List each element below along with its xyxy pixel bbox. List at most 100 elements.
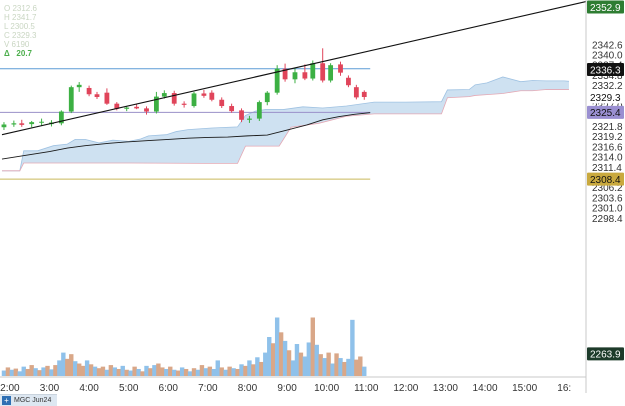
candle-body-36: [338, 64, 343, 73]
candle-body-37: [346, 77, 351, 86]
candlesticks: [1, 48, 367, 130]
volume-bar-64: [255, 357, 260, 376]
close-value: C 2329.3: [4, 31, 37, 40]
candle-body-31: [292, 72, 298, 80]
delta-icon: Δ: [4, 49, 10, 58]
volume-bar-47: [187, 371, 193, 376]
volume-bar-38: [152, 365, 157, 376]
trendline[interactable]: [1, 1, 587, 136]
candle-body-19: [181, 103, 187, 105]
volume-bar-25: [100, 366, 106, 376]
candle-body-7: [68, 87, 74, 112]
candle-body-17: [161, 93, 167, 97]
volume-bar-80: [318, 354, 323, 376]
x-tick-label-2: 4:00: [79, 383, 99, 394]
plot-background: [0, 0, 586, 377]
candle-7: [68, 85, 74, 114]
high-value: H 2341.7: [4, 13, 37, 22]
volume-bar-24: [96, 368, 102, 376]
volume-bar-46: [183, 368, 189, 376]
y-tick-label-14: 2306.2: [592, 183, 623, 194]
volume-bar-49: [195, 369, 201, 376]
candle-9: [86, 85, 92, 97]
x-tick-label-13: 15:00: [512, 383, 537, 394]
volume-bar-60: [239, 364, 244, 376]
y-tick-label-4: 2332.2: [592, 81, 623, 92]
ichimoku-cloud: [1, 76, 570, 172]
volume-bar-77: [306, 342, 312, 376]
add-symbol-icon[interactable]: +: [2, 396, 11, 405]
volume-bar-83: [330, 363, 335, 376]
volume-bar-0: [1, 370, 7, 376]
volume-bar-14: [57, 360, 62, 376]
y-tick-label-0: 2342.6: [592, 40, 623, 51]
volume-bar-84: [334, 353, 339, 376]
price-tag-bg-1: [587, 63, 624, 77]
volume-bar-56: [223, 369, 228, 376]
candle-body-28: [264, 92, 270, 103]
x-tick-label-3: 5:00: [119, 383, 139, 394]
volume-bar-44: [175, 370, 181, 376]
candle-body-12: [114, 103, 120, 109]
candle-3: [29, 120, 35, 128]
volume-bar-63: [251, 364, 256, 376]
volume-bar-67: [267, 337, 272, 376]
candle-14: [134, 104, 140, 110]
candle-body-22: [209, 92, 215, 100]
volume-bar-13: [53, 365, 58, 376]
y-tick-label-1: 2340.0: [592, 50, 623, 61]
volume-bar-61: [243, 365, 248, 376]
volume-bar-8: [33, 368, 38, 376]
x-tick-label-7: 9:00: [277, 383, 297, 394]
volume-bar-18: [73, 361, 78, 376]
volume-bar-33: [132, 366, 137, 376]
candle-20: [191, 91, 197, 108]
price-tag-3: 2325.4: [587, 105, 624, 119]
symbol-tab[interactable]: + MGC Jun24: [0, 394, 58, 406]
volume-bar-55: [219, 367, 224, 376]
volume-bar-22: [88, 364, 94, 376]
volume-bar-62: [247, 360, 252, 376]
y-tick-label-9: 2319.2: [592, 132, 623, 143]
candle-body-39: [361, 91, 367, 97]
volume-bar-17: [69, 354, 74, 376]
volume-bar-31: [124, 369, 129, 376]
volume-bar-43: [172, 369, 177, 376]
volume-bar-2: [9, 369, 15, 376]
price-tag-4: 2308.4: [587, 172, 624, 186]
candle-28: [264, 91, 270, 106]
volume-bar-19: [76, 363, 82, 376]
time-axis[interactable]: 2:00 3:00 4:00 5:00 6:00 7:00 8:00 9:00 10:00 11:…: [0, 383, 571, 394]
y-tick-label-8: 2321.8: [592, 122, 623, 133]
price-tag-bg-4: [587, 172, 624, 186]
price-tag-5: 2263.9: [587, 347, 624, 361]
candle-body-6: [58, 111, 64, 124]
volume-bar-90: [358, 356, 363, 376]
candle-15: [144, 106, 149, 115]
volume-bar-87: [346, 358, 351, 376]
volume-bar-72: [286, 350, 292, 376]
candle-22: [209, 90, 215, 102]
candle-body-16: [153, 96, 159, 112]
candle-0: [1, 122, 7, 130]
volume-bar-73: [290, 360, 296, 376]
candle-body-38: [353, 87, 359, 98]
x-tick-label-11: 13:00: [433, 383, 458, 394]
price-tag-bg-2: [587, 90, 624, 104]
candle-38: [353, 84, 359, 100]
volume-bar-21: [84, 360, 90, 376]
volume-bar-85: [338, 358, 343, 376]
volume-bar-50: [199, 365, 205, 376]
candle-body-0: [1, 124, 7, 128]
candle-body-4: [39, 121, 44, 123]
volume-bar-89: [354, 359, 359, 376]
delta-value: 20.7: [16, 49, 32, 58]
volume-histogram: [1, 317, 367, 376]
candle-body-25: [239, 110, 244, 120]
open-value: O 2312.6: [4, 4, 37, 13]
x-tick-label-6: 8:00: [238, 383, 258, 394]
ohlc-readout: O 2312.6 H 2341.7 L 2300.5 C 2329.3 V 61…: [4, 4, 37, 58]
candle-body-27: [256, 102, 262, 119]
x-tick-label-10: 12:00: [393, 383, 418, 394]
